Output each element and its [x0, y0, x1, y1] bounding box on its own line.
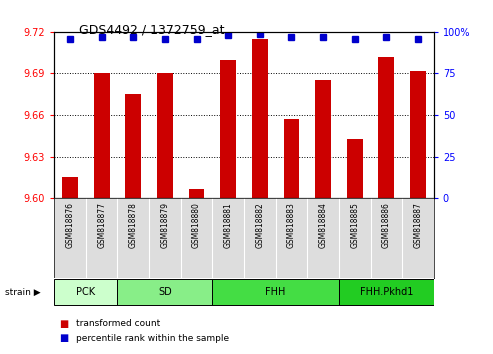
Bar	[252, 39, 268, 198]
Bar	[315, 80, 331, 198]
Bar	[117, 279, 212, 305]
Bar	[379, 57, 394, 198]
Text: ■: ■	[59, 333, 69, 343]
Text: GSM818887: GSM818887	[414, 202, 423, 248]
Text: SD: SD	[158, 287, 172, 297]
Bar	[410, 71, 426, 198]
Bar	[125, 94, 141, 198]
Bar	[157, 73, 173, 198]
Text: GSM818883: GSM818883	[287, 202, 296, 248]
Text: GSM818876: GSM818876	[66, 202, 74, 248]
Text: GSM818884: GSM818884	[318, 202, 328, 248]
Text: GSM818885: GSM818885	[350, 202, 359, 248]
Text: GSM818878: GSM818878	[129, 202, 138, 248]
Bar	[283, 119, 299, 198]
Bar	[189, 189, 205, 198]
Text: GSM818882: GSM818882	[255, 202, 264, 248]
Text: GSM818881: GSM818881	[224, 202, 233, 248]
Text: PCK: PCK	[76, 287, 96, 297]
Bar	[212, 279, 339, 305]
Text: transformed count: transformed count	[76, 319, 161, 329]
Bar	[347, 139, 363, 198]
Text: GSM818886: GSM818886	[382, 202, 391, 248]
Text: GSM818877: GSM818877	[97, 202, 106, 248]
Bar	[62, 177, 78, 198]
Text: GSM818880: GSM818880	[192, 202, 201, 248]
Text: FHH.Pkhd1: FHH.Pkhd1	[360, 287, 413, 297]
Text: GDS4492 / 1372759_at: GDS4492 / 1372759_at	[79, 23, 224, 36]
Text: GSM818879: GSM818879	[160, 202, 170, 248]
Bar	[94, 73, 109, 198]
Text: percentile rank within the sample: percentile rank within the sample	[76, 333, 230, 343]
Text: strain ▶: strain ▶	[5, 287, 40, 297]
Text: ■: ■	[59, 319, 69, 329]
Bar	[54, 279, 117, 305]
Bar	[339, 279, 434, 305]
Bar	[220, 59, 236, 198]
Text: FHH: FHH	[266, 287, 286, 297]
